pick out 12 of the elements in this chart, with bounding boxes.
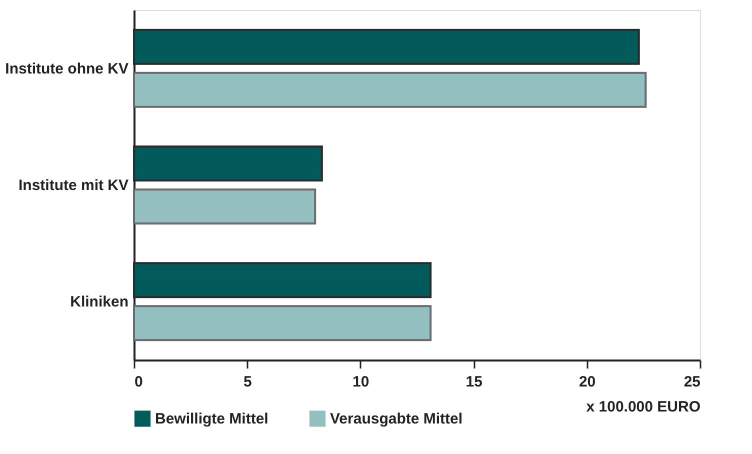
x-tick-label: 15 bbox=[466, 374, 482, 390]
legend-label: Verausgabte Mittel bbox=[330, 410, 463, 428]
x-tick-label: 10 bbox=[352, 374, 370, 390]
x-axis-title: x 100.000 EURO bbox=[586, 398, 701, 416]
legend-label: Bewilligte Mittel bbox=[155, 410, 268, 428]
x-tick-label: 5 bbox=[244, 374, 252, 390]
x-tick-label: 0 bbox=[134, 374, 143, 390]
y-tick-label: Institute ohne KV bbox=[5, 60, 128, 78]
x-tick-label: 20 bbox=[578, 374, 596, 390]
y-tick-label: Kliniken bbox=[70, 294, 128, 311]
x-tick-label: 25 bbox=[684, 374, 700, 390]
y-tick-label: Institute mit KV bbox=[18, 177, 128, 194]
